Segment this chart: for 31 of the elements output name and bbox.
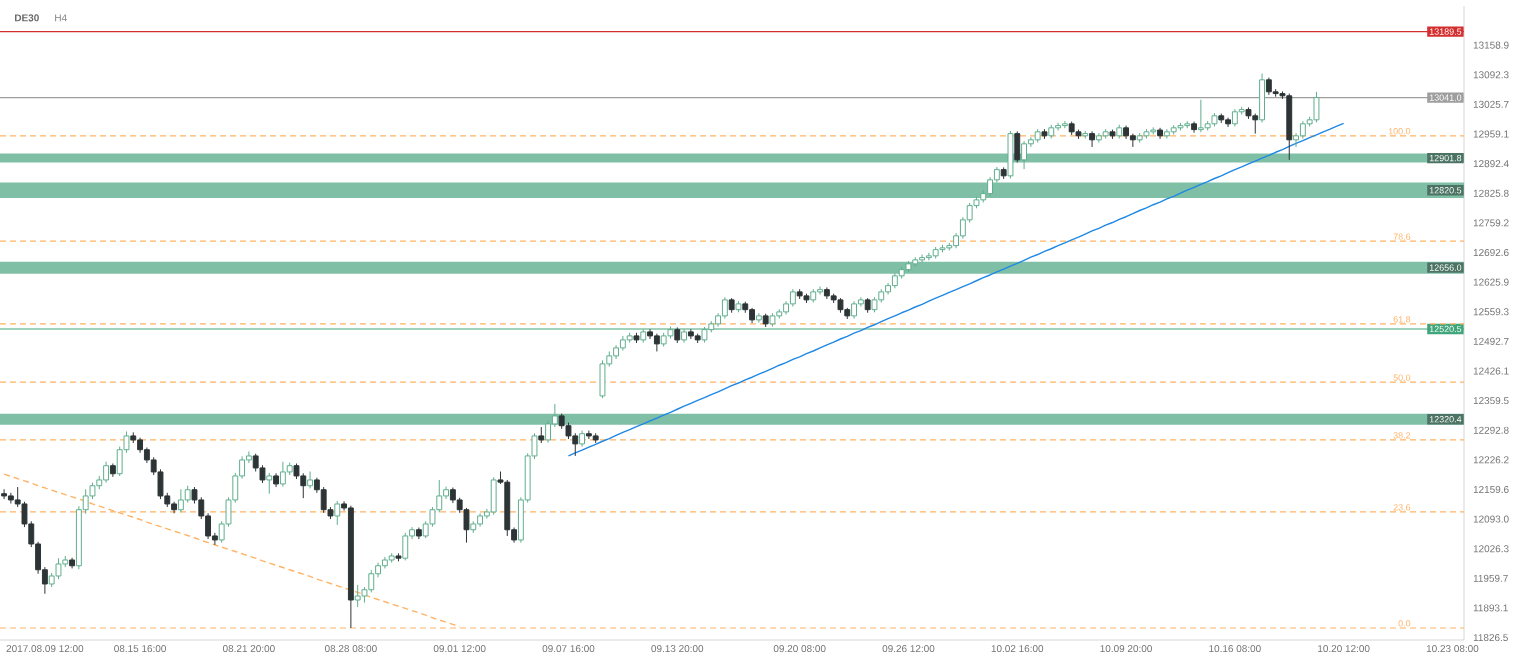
candlestick [103, 461, 110, 484]
candlestick [1055, 122, 1062, 131]
candlestick [1129, 133, 1136, 148]
candlestick [177, 488, 184, 513]
candlestick [1197, 99, 1204, 133]
candlestick [1089, 130, 1096, 148]
candlestick [1007, 130, 1014, 179]
candlestick [1, 488, 8, 500]
candlestick [334, 500, 341, 526]
candlestick [279, 461, 286, 488]
candlestick [354, 584, 361, 608]
candlestick [266, 472, 273, 495]
candlestick [1021, 140, 1028, 170]
candlestick [599, 359, 606, 399]
candlestick [925, 252, 932, 261]
candlestick [1313, 91, 1320, 123]
candlestick [7, 492, 14, 505]
candlestick [504, 479, 511, 537]
candlestick [55, 557, 62, 580]
candlestick [817, 286, 824, 296]
candlestick [402, 532, 409, 561]
candlestick [1061, 120, 1068, 129]
candlestick [919, 254, 926, 264]
candlestick [721, 296, 728, 320]
candlestick [1286, 93, 1293, 161]
candlestick [320, 486, 327, 514]
candlestick [1259, 73, 1266, 123]
candlestick [490, 476, 497, 516]
candlestick [1252, 113, 1259, 135]
candlestick [1014, 130, 1021, 163]
candlestick [307, 470, 314, 489]
